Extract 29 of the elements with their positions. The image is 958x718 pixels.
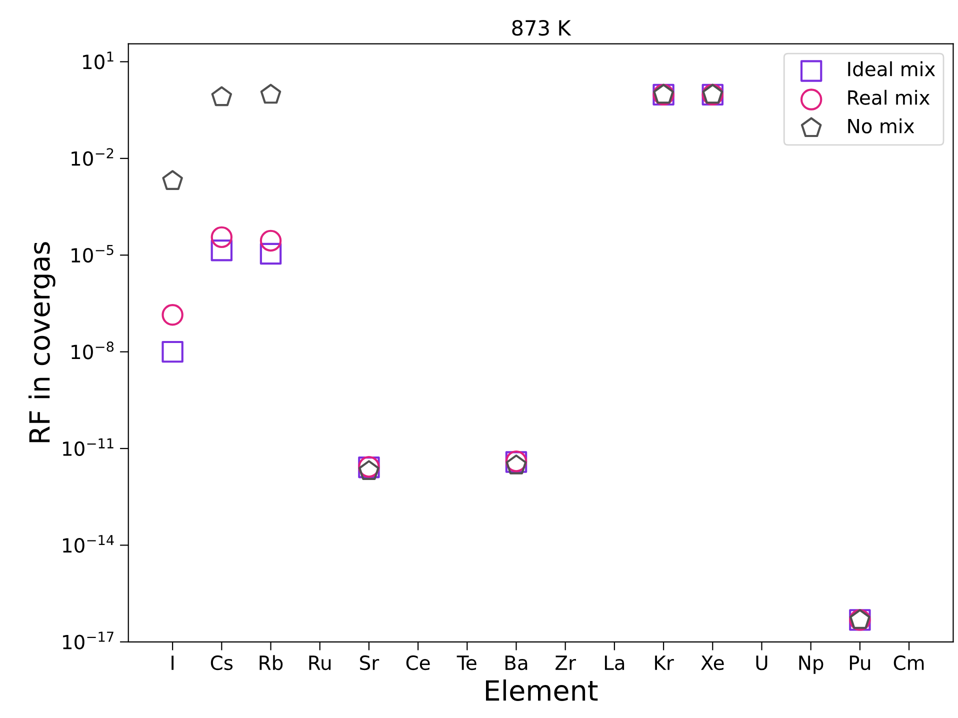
x-tick-label: Np (799, 656, 824, 674)
legend-label: Real mix (848, 90, 930, 105)
x-tick-label: Ce (406, 655, 430, 670)
y-tick-label: 10$^{−14}$ (63, 535, 114, 553)
x-tick-label: Te (456, 656, 476, 670)
x-tick-label: I (172, 656, 174, 670)
x-tick-label: Sr (360, 655, 380, 670)
y-axis-title: RF in covergas (28, 242, 56, 442)
legend-label: Ideal mix (848, 61, 936, 76)
x-axis-title: Element (486, 679, 598, 701)
y-tick-label: 10$^{−17}$ (63, 632, 114, 650)
legend-label: No mix (848, 118, 914, 134)
y-tick-label: 10$^{1}$ (83, 52, 114, 70)
x-tick-label: Zr (556, 656, 576, 670)
y-tick-label: 10$^{−2}$ (72, 148, 114, 166)
chart-title: 873 K (512, 20, 572, 36)
y-tick-label: 10$^{−8}$ (72, 342, 114, 360)
x-tick-label: Cs (210, 655, 233, 670)
x-tick-label: Kr (655, 656, 674, 670)
x-tick-label: Xe (701, 656, 724, 670)
x-tick-label: U (756, 656, 768, 670)
x-tick-label: Ba (506, 656, 528, 670)
x-tick-label: Pu (850, 656, 870, 670)
y-tick-label: 10$^{−11}$ (63, 438, 114, 456)
y-tick-label: 10$^{−5}$ (72, 245, 114, 263)
x-tick-label: Cm (894, 655, 924, 670)
x-tick-label: La (604, 656, 624, 670)
x-tick-label: Rb (260, 655, 283, 670)
x-tick-label: Ru (309, 656, 331, 670)
